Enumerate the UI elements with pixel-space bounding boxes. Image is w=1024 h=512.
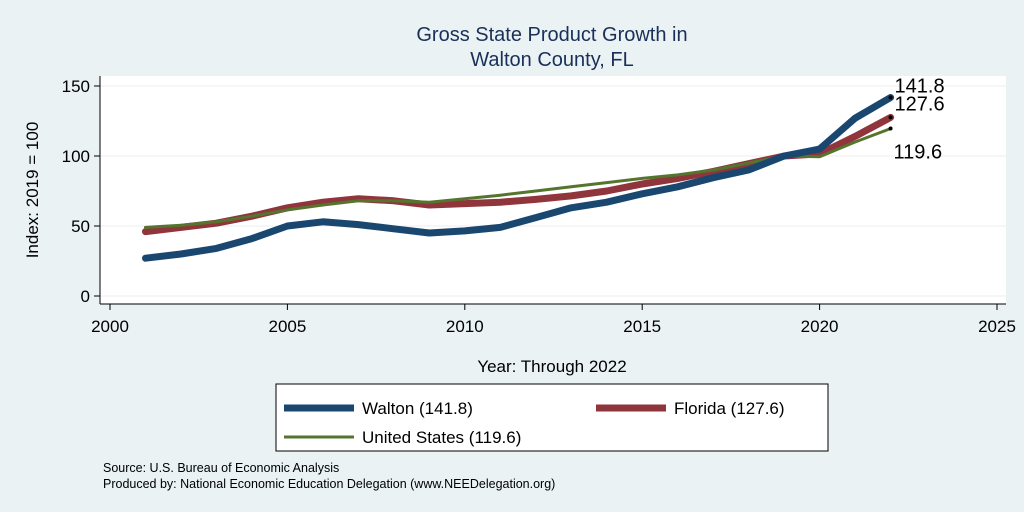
end-label: 141.8 <box>895 75 945 97</box>
axes <box>99 76 1006 305</box>
legend-label: Walton (141.8) <box>362 399 473 418</box>
legend-label: United States (119.6) <box>362 428 521 447</box>
x-axis-label: Year: Through 2022 <box>477 357 626 376</box>
x-tick-label: 2020 <box>801 317 839 336</box>
end-marker <box>888 126 893 131</box>
y-tick-label: 0 <box>81 287 90 306</box>
x-tick-label: 2005 <box>268 317 306 336</box>
source-note: Source: U.S. Bureau of Economic Analysis <box>103 461 339 475</box>
y-axis-ticks: 0 50 100 150 <box>62 77 100 306</box>
legend: Walton (141.8) Florida (127.6) United Stat… <box>275 383 829 452</box>
end-label: 127.6 <box>895 93 945 115</box>
x-tick-label: 2010 <box>446 317 484 336</box>
series-lines <box>142 94 895 262</box>
x-tick-label: 2000 <box>91 317 129 336</box>
x-tick-label: 2015 <box>623 317 661 336</box>
y-tick-label: 50 <box>71 217 90 236</box>
end-label: 119.6 <box>894 142 943 164</box>
y-axis-label: Index: 2019 = 100 <box>23 122 42 259</box>
x-tick-label: 2025 <box>978 317 1016 336</box>
legend-label: Florida (127.6) <box>674 399 785 418</box>
end-marker <box>888 115 893 120</box>
legend-box <box>275 383 829 452</box>
produced-by-note: Produced by: National Economic Education… <box>103 477 555 491</box>
series-line-0 <box>142 94 895 262</box>
chart-title: Gross State Product Growth in <box>416 24 687 46</box>
grid-lines <box>101 85 1006 297</box>
chart-subtitle: Walton County, FL <box>470 49 633 71</box>
x-axis-ticks: 2000 2005 2010 2015 2020 2025 <box>91 304 1016 336</box>
y-tick-label: 100 <box>62 147 90 166</box>
end-marker <box>888 95 893 100</box>
y-tick-label: 150 <box>62 77 90 96</box>
